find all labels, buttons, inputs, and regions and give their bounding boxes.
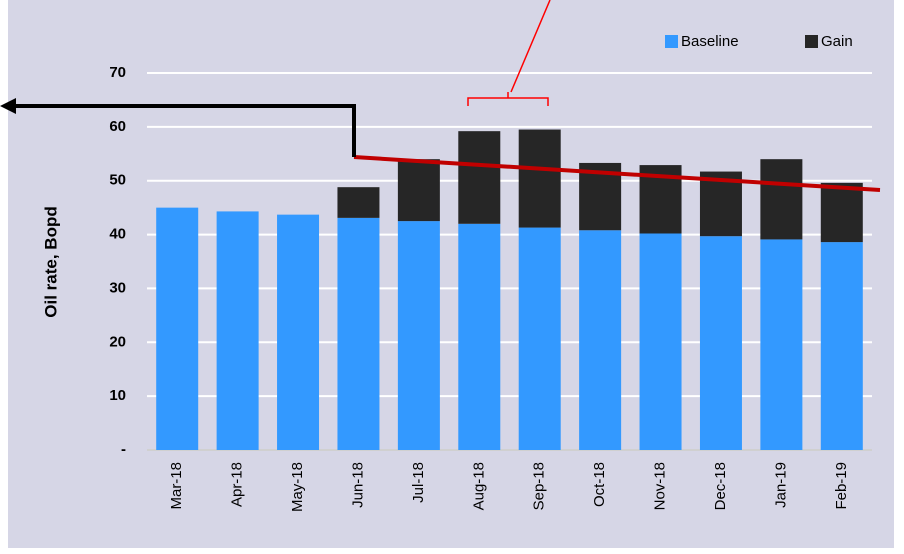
bar-segment: [277, 214, 320, 450]
annotations: [0, 0, 881, 192]
x-tick-label: Dec-18: [712, 462, 729, 510]
legend-swatch: [665, 35, 678, 48]
legend-label: Gain: [821, 33, 853, 50]
x-tick-label: Jun-18: [349, 462, 366, 508]
bar-segment: [820, 182, 863, 243]
x-tick-label: May-18: [289, 462, 306, 512]
trend-line: [353, 155, 881, 192]
bar-segment: [156, 207, 199, 450]
x-tick-label: Jul-18: [410, 462, 427, 503]
bar-segment: [699, 236, 742, 450]
plot: - 10 20 30 40 50 60 70 Mar-18 Apr-18 May-18 Jun-18 J…: [109, 33, 872, 512]
y-tick-label: 50: [109, 172, 126, 189]
x-tick-label: Aug-18: [470, 462, 487, 510]
bar-segment: [518, 129, 561, 228]
y-tick-label: 30: [109, 279, 126, 296]
x-tick-label: Oct-18: [591, 462, 608, 507]
bar-segment: [337, 217, 380, 450]
y-axis-label: Oil rate, Bopd: [41, 206, 60, 317]
x-tick-label: Feb-19: [833, 462, 850, 510]
y-tick-label: 20: [109, 333, 126, 350]
y-tick-label: -: [121, 441, 126, 458]
x-tick-label: Sep-18: [531, 462, 548, 510]
bar-segment: [397, 221, 440, 450]
y-tick-label: 60: [109, 118, 126, 135]
x-tick-label: Mar-18: [168, 462, 185, 510]
bar-segment: [579, 230, 622, 450]
bar-segment: [760, 159, 803, 240]
bar-segment: [518, 227, 561, 450]
bar-segment: [397, 159, 440, 222]
chart-background: [8, 0, 894, 548]
bar-segment: [639, 233, 682, 450]
legend-swatch: [805, 35, 818, 48]
bar-segment: [216, 211, 259, 450]
x-tick-label: Apr-18: [229, 462, 246, 507]
arrow-head: [0, 98, 16, 114]
bar-segment: [458, 223, 501, 450]
bar-segment: [337, 187, 380, 218]
arrow: [14, 104, 356, 157]
callout-line: [510, 0, 551, 93]
y-tick-label: 70: [109, 64, 126, 81]
x-tick-label: Nov-18: [652, 462, 669, 510]
x-tick-label: Jan-19: [772, 462, 789, 508]
y-tick-label: 10: [109, 387, 126, 404]
bar-segment: [458, 131, 501, 224]
bracket: [467, 92, 549, 106]
bar-segment: [760, 239, 803, 450]
y-tick-label: 40: [109, 226, 126, 243]
legend-label: Baseline: [681, 33, 739, 50]
bar-segment: [820, 242, 863, 450]
